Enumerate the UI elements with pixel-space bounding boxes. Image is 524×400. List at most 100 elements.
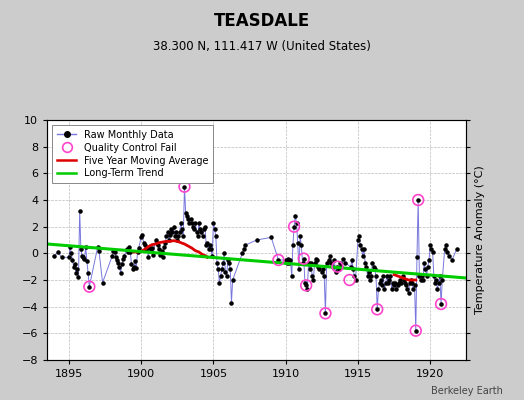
Point [430, 273, 438, 279]
Point [418, 273, 426, 279]
Point [329, 264, 337, 270]
Point [374, 286, 383, 292]
Point [405, 290, 413, 296]
Point [328, 260, 336, 266]
Point [372, 273, 380, 279]
Point [226, 266, 234, 272]
Point [173, 237, 181, 243]
Point [74, 274, 83, 280]
Point [152, 240, 161, 246]
Point [414, 197, 422, 203]
Point [310, 260, 319, 266]
Point [58, 254, 66, 260]
Point [167, 226, 176, 232]
Point [185, 220, 193, 226]
Text: TEASDALE: TEASDALE [214, 12, 310, 30]
Point [415, 273, 423, 279]
Point [151, 237, 160, 243]
Point [111, 249, 119, 255]
Point [314, 264, 322, 270]
Point [149, 252, 157, 258]
Point [318, 269, 326, 275]
Point [389, 280, 397, 286]
Point [208, 253, 216, 259]
Point [381, 280, 390, 286]
Point [212, 233, 220, 239]
Point [216, 273, 225, 279]
Point [141, 246, 150, 252]
Point [79, 254, 88, 260]
Point [373, 306, 381, 312]
Point [365, 269, 373, 275]
Point [200, 226, 208, 232]
Point [109, 248, 117, 254]
Point [304, 260, 313, 266]
Point [282, 260, 291, 266]
Point [213, 260, 221, 266]
Point [426, 242, 434, 248]
Point [204, 246, 213, 252]
Point [135, 245, 143, 251]
Point [291, 213, 300, 219]
Point [115, 264, 124, 270]
Point [183, 213, 191, 219]
Point [296, 233, 304, 239]
Point [169, 224, 178, 230]
Point [227, 300, 236, 306]
Point [368, 260, 377, 266]
Point [399, 277, 408, 283]
Point [419, 277, 427, 283]
Point [126, 249, 135, 255]
Point [193, 233, 202, 239]
Point [196, 226, 204, 232]
Point [163, 229, 172, 235]
Point [140, 242, 149, 248]
Point [298, 260, 307, 266]
Point [113, 257, 121, 263]
Point [313, 257, 321, 263]
Point [165, 237, 173, 243]
Point [346, 264, 355, 270]
Point [355, 233, 363, 239]
Point [441, 246, 449, 252]
Legend: Raw Monthly Data, Quality Control Fail, Five Year Moving Average, Long-Term Tren: Raw Monthly Data, Quality Control Fail, … [52, 125, 213, 183]
Point [211, 226, 219, 232]
Point [453, 246, 461, 252]
Point [358, 253, 367, 259]
Point [434, 280, 443, 286]
Point [401, 280, 409, 286]
Point [438, 277, 446, 283]
Point [321, 310, 330, 316]
Point [181, 210, 190, 216]
Point [406, 280, 414, 286]
Point [75, 208, 84, 214]
Point [378, 282, 386, 288]
Point [50, 253, 59, 259]
Point [133, 249, 141, 255]
Point [427, 246, 435, 252]
Point [377, 277, 385, 283]
Point [156, 252, 165, 258]
Point [157, 248, 166, 254]
Point [82, 244, 90, 250]
Point [145, 245, 154, 251]
Point [209, 220, 217, 226]
Point [442, 242, 450, 248]
Point [429, 249, 437, 255]
Point [99, 280, 107, 286]
Point [187, 216, 195, 222]
Point [433, 286, 442, 292]
Point [188, 220, 196, 226]
Point [199, 233, 207, 239]
Point [178, 226, 186, 232]
Point [155, 246, 163, 252]
Point [160, 244, 168, 250]
Point [326, 253, 334, 259]
Point [108, 253, 116, 259]
Point [148, 245, 156, 251]
Point [120, 253, 128, 259]
Point [220, 250, 228, 256]
Point [307, 260, 315, 266]
Point [70, 264, 78, 270]
Point [360, 246, 368, 252]
